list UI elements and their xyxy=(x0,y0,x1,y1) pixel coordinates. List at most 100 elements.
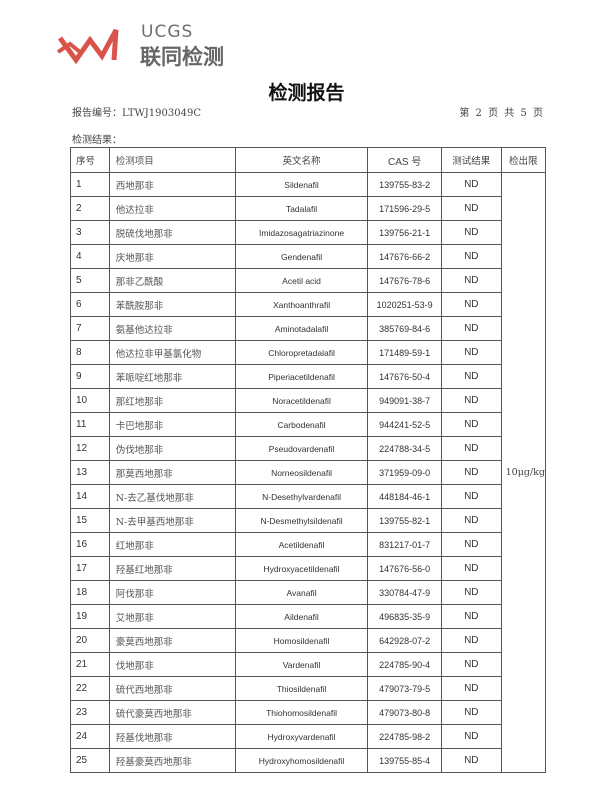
test-item: 氨基他达拉非 xyxy=(108,316,236,341)
test-result: ND xyxy=(441,364,502,389)
row-number: 2 xyxy=(70,196,110,221)
table-header-row: 序号 检测项目 英文名称 CAS 号 测试结果 检出限 xyxy=(70,147,547,173)
english-name: Sildenafil xyxy=(234,172,369,197)
test-item: 硫代豪莫西地那非 xyxy=(108,700,236,725)
row-number: 13 xyxy=(70,460,110,485)
test-item: 硫代西地那非 xyxy=(108,676,236,701)
cas-number: 224788-34-5 xyxy=(367,436,442,461)
test-result: ND xyxy=(441,700,502,725)
english-name: Gendenafil xyxy=(234,244,369,269)
test-item: 羟基豪莫西地那非 xyxy=(108,748,236,773)
test-item: 脱硫伐地那非 xyxy=(108,220,236,245)
row-number: 23 xyxy=(70,700,110,725)
english-name: Homosildenafil xyxy=(234,628,369,653)
english-name: Avanafil xyxy=(234,580,369,605)
test-result: ND xyxy=(441,532,502,557)
test-item: 庆地那非 xyxy=(108,244,236,269)
section-label: 检测结果： xyxy=(72,135,122,146)
cas-number: 330784-47-9 xyxy=(367,580,442,605)
test-item: 艾地那非 xyxy=(108,604,236,629)
table-row: 15 N-去甲基西地那非 N-Desmethylsildenafil 139755-8… xyxy=(70,508,546,533)
cas-number: 642928-07-2 xyxy=(367,628,442,653)
table-row: 11 卡巴地那非 Carbodenafil 944241-52-5 ND xyxy=(70,412,546,437)
row-number: 8 xyxy=(70,340,110,365)
row-number: 5 xyxy=(70,268,110,293)
page-title: 检测报告 xyxy=(268,82,345,104)
test-item: 苯酰胺那非 xyxy=(108,292,236,317)
detection-limit: 10μg/kg xyxy=(500,172,547,773)
table-row: 24 羟基伐地那非 Hydroxyvardenafil 224785-98-2 ND xyxy=(70,724,546,749)
cas-number: 831217-01-7 xyxy=(367,532,442,557)
test-item: 伐地那非 xyxy=(108,652,236,677)
row-number: 4 xyxy=(70,244,110,269)
english-name: Xanthoanthrafil xyxy=(234,292,369,317)
col-header: 测试结果 xyxy=(441,147,502,173)
row-number: 16 xyxy=(70,532,110,557)
test-result: ND xyxy=(441,484,502,509)
test-item: 那红地那非 xyxy=(108,388,236,413)
cas-number: 139755-82-1 xyxy=(367,508,442,533)
english-name: N-Desethylvardenafil xyxy=(234,484,369,509)
row-number: 22 xyxy=(70,676,110,701)
english-name: Thiosildenafil xyxy=(234,676,369,701)
row-number: 18 xyxy=(70,580,110,605)
test-item: 他达拉非 xyxy=(108,196,236,221)
test-item: 阿伐那非 xyxy=(108,580,236,605)
cas-number: 224785-98-2 xyxy=(367,724,442,749)
page-info: 第 2 页 共 5 页 xyxy=(459,108,543,119)
cas-number: 147676-66-2 xyxy=(367,244,442,269)
test-result: ND xyxy=(441,580,502,605)
row-number: 7 xyxy=(70,316,110,341)
english-name: Hydroxyvardenafil xyxy=(234,724,369,749)
table-row: 2 他达拉非 Tadalafil 171596-29-5 ND xyxy=(70,196,546,221)
cas-number: 371959-09-0 xyxy=(367,460,442,485)
row-number: 12 xyxy=(70,436,110,461)
test-result: ND xyxy=(441,676,502,701)
test-item: 羟基伐地那非 xyxy=(108,724,236,749)
table-row: 8 他达拉非甲基氯化物 Chloropretadalafil 171489-59-1 N… xyxy=(70,340,546,365)
row-number: 9 xyxy=(70,364,110,389)
test-result: ND xyxy=(441,556,502,581)
col-header: 检测项目 xyxy=(108,147,236,173)
table-row: 6 苯酰胺那非 Xanthoanthrafil 1020251-53-9 ND xyxy=(70,292,546,317)
cas-number: 224785-90-4 xyxy=(367,652,442,677)
test-result: ND xyxy=(441,508,502,533)
row-number: 3 xyxy=(70,220,110,245)
table-row: 19 艾地那非 Aildenafil 496835-35-9 ND xyxy=(70,604,546,629)
english-name: Carbodenafil xyxy=(234,412,369,437)
test-result: ND xyxy=(441,244,502,269)
test-result: ND xyxy=(441,460,502,485)
test-result: ND xyxy=(441,604,502,629)
row-number: 25 xyxy=(70,748,110,773)
english-name: Aildenafil xyxy=(234,604,369,629)
test-item: 羟基红地那非 xyxy=(108,556,236,581)
test-item: 那非乙酰酸 xyxy=(108,268,236,293)
cas-number: 147676-78-6 xyxy=(367,268,442,293)
english-name: Acetildenafil xyxy=(234,532,369,557)
col-header: 英文名称 xyxy=(234,147,369,173)
cas-number: 171489-59-1 xyxy=(367,340,442,365)
english-name: Tadalafil xyxy=(234,196,369,221)
table-row: 18 阿伐那非 Avanafil 330784-47-9 ND xyxy=(70,580,546,605)
row-number: 1 xyxy=(70,172,110,197)
cas-number: 479073-79-5 xyxy=(367,676,442,701)
test-item: 那莫西地那非 xyxy=(108,460,236,485)
test-result: ND xyxy=(441,172,502,197)
cas-number: 147676-50-4 xyxy=(367,364,442,389)
english-name: Acetil acid xyxy=(234,268,369,293)
english-name: Aminotadalafil xyxy=(234,316,369,341)
english-name: Piperiacetildenafil xyxy=(234,364,369,389)
brand-name-cn: 联同检测 xyxy=(140,45,224,69)
table-row: 17 羟基红地那非 Hydroxyacetildenafil 147676-56-0 N… xyxy=(70,556,546,581)
table-row: 21 伐地那非 Vardenafil 224785-90-4 ND xyxy=(70,652,546,677)
cas-number: 949091-38-7 xyxy=(367,388,442,413)
row-number: 17 xyxy=(70,556,110,581)
cas-number: 147676-56-0 xyxy=(367,556,442,581)
english-name: Chloropretadalafil xyxy=(234,340,369,365)
row-number: 24 xyxy=(70,724,110,749)
test-result: ND xyxy=(441,340,502,365)
row-number: 6 xyxy=(70,292,110,317)
table-row: 23 硫代豪莫西地那非 Thiohomosildenafil 479073-80-8 N… xyxy=(70,700,546,725)
cas-number: 1020251-53-9 xyxy=(367,292,442,317)
table-row: 22 硫代西地那非 Thiosildenafil 479073-79-5 ND xyxy=(70,676,546,701)
